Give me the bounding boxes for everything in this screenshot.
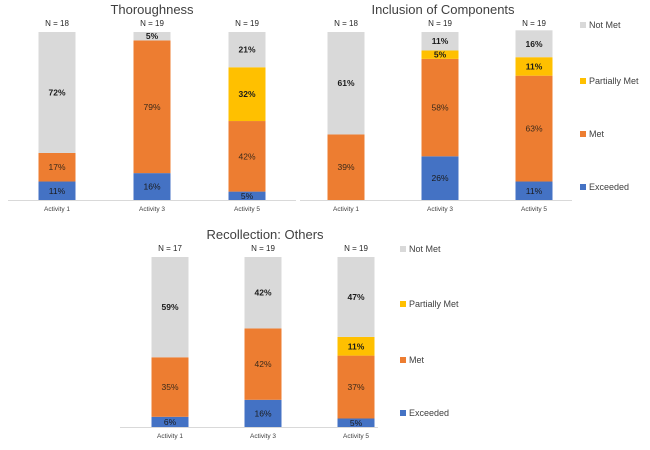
bar-segment-partially-met	[228, 67, 266, 122]
n-label: N = 18	[45, 19, 69, 28]
chart-title: Thoroughness	[110, 2, 194, 17]
bar-segment-met	[327, 134, 365, 200]
category-label: Activity 1	[44, 206, 70, 213]
bar-segment-not-met	[515, 30, 553, 58]
data-label: 11%	[348, 341, 365, 351]
n-label: N = 19	[251, 244, 275, 253]
category-label: Activity 1	[333, 206, 359, 213]
data-label: 37%	[347, 382, 364, 392]
bar-segment-met	[38, 152, 76, 182]
data-label: 61%	[337, 78, 354, 88]
data-label: 11%	[526, 186, 543, 196]
legend-label: Partially Met	[589, 76, 639, 86]
bar-segment-exceeded	[133, 173, 171, 200]
n-label: N = 19	[522, 19, 546, 28]
legend-label: Partially Met	[409, 299, 459, 309]
bar-segment-exceeded	[421, 156, 459, 200]
legend-label: Not Met	[589, 20, 621, 30]
data-label: 42%	[254, 359, 271, 369]
category-label: Activity 3	[139, 206, 165, 213]
bar-segment-not-met	[151, 257, 189, 358]
data-label: 21%	[238, 45, 255, 55]
chart-title: Recollection: Others	[206, 227, 324, 242]
data-label: 59%	[161, 302, 178, 312]
data-label: 63%	[525, 124, 542, 134]
category-label: Activity 3	[427, 206, 453, 213]
bar-segment-exceeded	[151, 416, 189, 427]
bar-segment-not-met	[38, 32, 76, 153]
bar-segment-exceeded	[244, 399, 282, 427]
data-label: 32%	[238, 89, 255, 99]
legend-label: Exceeded	[589, 182, 629, 192]
legend-swatch	[400, 410, 406, 416]
data-label: 35%	[161, 382, 178, 392]
legend-swatch	[400, 301, 406, 307]
legend-swatch	[400, 246, 406, 252]
bar-segment-exceeded	[38, 181, 76, 200]
chart-title: Inclusion of Components	[371, 2, 515, 17]
data-label: 11%	[49, 186, 66, 196]
data-label: 5%	[146, 31, 159, 41]
data-label: 17%	[48, 162, 65, 172]
category-label: Activity 3	[250, 433, 276, 440]
data-label: 47%	[347, 292, 364, 302]
n-label: N = 19	[140, 19, 164, 28]
data-label: 58%	[431, 103, 448, 113]
data-label: 5%	[241, 191, 254, 201]
bar-segment-exceeded	[337, 418, 375, 427]
bar-segment-met	[151, 357, 189, 417]
legend-label: Met	[409, 355, 425, 365]
n-label: N = 19	[235, 19, 259, 28]
bar-segment-partially-met	[421, 50, 459, 59]
bar-segment-met	[337, 355, 375, 419]
bar-segment-partially-met	[515, 57, 553, 76]
n-label: N = 19	[344, 244, 368, 253]
data-label: 16%	[143, 182, 160, 192]
data-label: 42%	[254, 288, 271, 298]
n-label: N = 17	[158, 244, 182, 253]
bar-segment-exceeded	[228, 191, 266, 200]
category-label: Activity 5	[234, 206, 260, 213]
legend-swatch	[580, 131, 586, 137]
data-label: 16%	[254, 408, 271, 418]
data-label: 11%	[526, 61, 543, 71]
data-label: 26%	[431, 173, 448, 183]
bar-segment-not-met	[337, 257, 375, 337]
data-label: 72%	[48, 87, 65, 97]
bar-segment-not-met	[244, 257, 282, 329]
data-label: 5%	[434, 50, 447, 60]
bar-segment-not-met	[133, 32, 171, 41]
n-label: N = 19	[428, 19, 452, 28]
category-label: Activity 1	[157, 433, 183, 440]
data-label: 11%	[432, 36, 449, 46]
bar-segment-not-met	[228, 32, 266, 68]
legend-label: Met	[589, 129, 605, 139]
data-label: 16%	[525, 39, 542, 49]
data-label: 39%	[337, 162, 354, 172]
legend-swatch	[400, 357, 406, 363]
legend-swatch	[580, 78, 586, 84]
bar-segment-not-met	[421, 32, 459, 51]
legend-swatch	[580, 184, 586, 190]
bar-segment-met	[244, 328, 282, 400]
bar-segment-not-met	[327, 32, 365, 135]
legend-label: Exceeded	[409, 408, 449, 418]
bar-segment-partially-met	[337, 336, 375, 356]
data-label: 5%	[350, 418, 363, 428]
bar-segment-met	[421, 58, 459, 157]
legend-label: Not Met	[409, 244, 441, 254]
legend-swatch	[580, 22, 586, 28]
category-label: Activity 5	[343, 433, 369, 440]
data-label: 6%	[164, 417, 177, 427]
bar-segment-met	[515, 75, 553, 182]
category-label: Activity 5	[521, 206, 547, 213]
bar-segment-met	[228, 121, 266, 192]
data-label: 79%	[143, 102, 160, 112]
bar-segment-exceeded	[515, 181, 553, 200]
data-label: 42%	[238, 151, 255, 161]
bar-segment-met	[133, 40, 171, 174]
n-label: N = 18	[334, 19, 358, 28]
